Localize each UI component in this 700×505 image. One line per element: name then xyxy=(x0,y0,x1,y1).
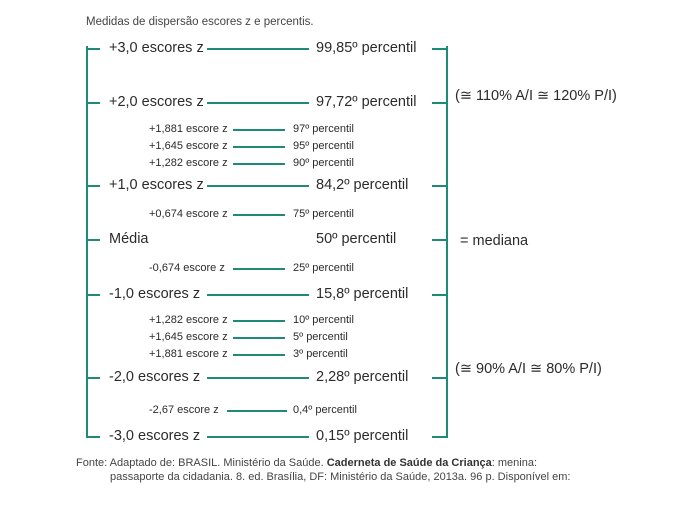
percentile-label: 75º percentil xyxy=(293,208,354,220)
connector-line xyxy=(233,163,285,165)
percentile-label: 97,72º percentil xyxy=(316,94,417,110)
median-note: = mediana xyxy=(460,233,529,249)
lower-note: (≅ 90% A/I ≅ 80% P/I) xyxy=(455,361,602,377)
z-score-label: +1,0 escores z xyxy=(109,177,204,193)
connector-line xyxy=(233,354,285,356)
source-citation: Fonte: Adaptado de: BRASIL. Ministério d… xyxy=(76,456,676,484)
percentile-label: 90º percentil xyxy=(293,157,354,169)
left-tick xyxy=(86,185,100,187)
percentile-label: 97º percentil xyxy=(293,123,354,135)
left-tick xyxy=(86,102,100,104)
connector-line xyxy=(233,268,285,270)
left-tick xyxy=(86,294,100,296)
right-tick xyxy=(432,239,446,241)
connector-line xyxy=(233,214,285,216)
z-score-label: -2,67 escore z xyxy=(149,404,219,416)
source-prefix: Fonte: Adaptado de: BRASIL. Ministério d… xyxy=(76,457,327,469)
percentile-label: 15,8º percentil xyxy=(316,286,409,302)
z-score-label: +3,0 escores z xyxy=(109,40,204,56)
left-bracket-line xyxy=(86,46,88,438)
left-tick xyxy=(86,239,100,241)
connector-line xyxy=(207,294,309,296)
connector-line xyxy=(233,320,285,322)
figure-title: Medidas de dispersão escores z e percent… xyxy=(86,16,314,28)
z-score-label: -1,0 escores z xyxy=(109,286,201,302)
connector-line xyxy=(233,129,285,131)
percentile-label: 5º percentil xyxy=(293,331,348,343)
left-tick xyxy=(86,436,100,438)
z-score-label: +1,645 escore z xyxy=(149,331,228,343)
percentile-label: 10º percentil xyxy=(293,314,354,326)
left-tick xyxy=(86,48,100,50)
percentile-label: 25º percentil xyxy=(293,262,354,274)
connector-line xyxy=(233,146,285,148)
upper-note: (≅ 110% A/I ≅ 120% P/I) xyxy=(455,88,617,104)
z-score-label: +1,881 escore z xyxy=(149,348,228,360)
z-score-label: +0,674 escore z xyxy=(149,208,228,220)
connector-line xyxy=(233,337,285,339)
connector-line xyxy=(207,102,309,104)
connector-line xyxy=(207,436,309,438)
z-score-label: -2,0 escores z xyxy=(109,369,201,385)
z-score-label: -0,674 escore z xyxy=(149,262,225,274)
percentile-label: 0,15º percentil xyxy=(316,428,409,444)
percentile-label: 99,85º percentil xyxy=(316,40,417,56)
z-score-label: +1,282 escore z xyxy=(149,314,228,326)
right-tick xyxy=(432,436,446,438)
connector-line xyxy=(207,377,309,379)
right-tick xyxy=(432,102,446,104)
right-tick xyxy=(432,377,446,379)
percentile-label: 3º percentil xyxy=(293,348,348,360)
source-title: Caderneta de Saúde da Criança xyxy=(326,457,492,469)
right-tick xyxy=(432,48,446,50)
percentile-label: 84,2º percentil xyxy=(316,177,409,193)
left-tick xyxy=(86,377,100,379)
right-tick xyxy=(432,185,446,187)
right-bracket-line xyxy=(446,46,448,438)
percentile-label: 2,28º percentil xyxy=(316,369,409,385)
right-tick xyxy=(432,294,446,296)
source-suffix: : menina: xyxy=(491,457,538,469)
connector-line xyxy=(207,185,309,187)
z-score-label: +2,0 escores z xyxy=(109,94,204,110)
percentile-label: 0,4º percentil xyxy=(293,404,357,416)
percentile-label: 95º percentil xyxy=(293,140,354,152)
z-score-label: +1,881 escore z xyxy=(149,123,228,135)
z-score-label: +1,645 escore z xyxy=(149,140,228,152)
z-score-label: Média xyxy=(109,231,149,247)
source-line2: passaporte da cidadania. 8. ed. Brasília… xyxy=(110,471,571,483)
z-score-label: -3,0 escores z xyxy=(109,428,201,444)
connector-line xyxy=(207,48,309,50)
connector-line xyxy=(227,410,287,412)
z-score-label: +1,282 escore z xyxy=(149,157,228,169)
percentile-label: 50º percentil xyxy=(316,231,397,247)
